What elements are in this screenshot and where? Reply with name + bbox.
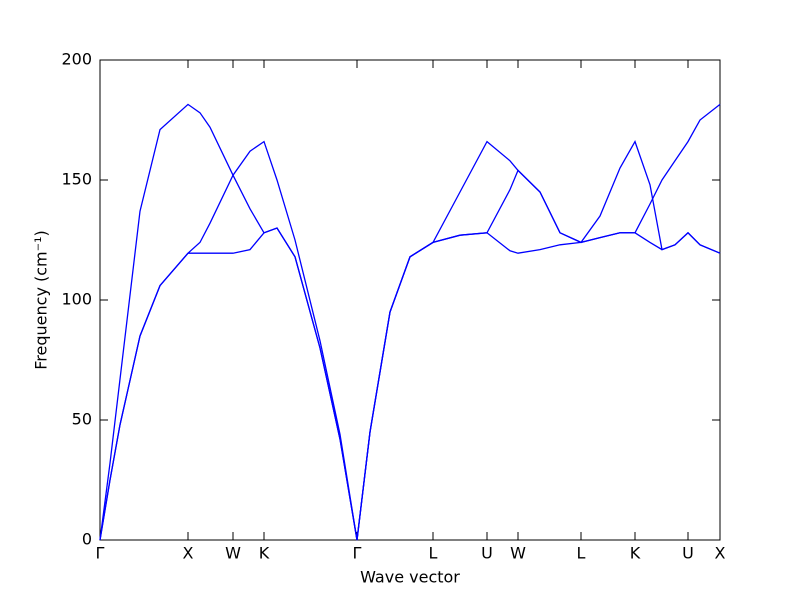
band-line bbox=[99, 103, 721, 541]
y-tick-label: 150 bbox=[61, 170, 92, 189]
band-line bbox=[99, 227, 721, 541]
y-tick-label: 200 bbox=[61, 50, 92, 69]
x-tick-label: L bbox=[577, 544, 586, 563]
x-tick-label: L bbox=[429, 544, 438, 563]
y-tick-label: 100 bbox=[61, 290, 92, 309]
y-axis-label: Frequency (cm⁻¹) bbox=[32, 230, 51, 369]
x-tick-label: Γ bbox=[96, 544, 105, 563]
x-tick-label: U bbox=[682, 544, 694, 563]
x-tick-label: K bbox=[630, 544, 641, 563]
plot-frame bbox=[99, 59, 721, 541]
x-tick-label: X bbox=[715, 544, 726, 563]
x-tick-label: Γ bbox=[353, 544, 362, 563]
x-tick-label: W bbox=[225, 544, 241, 563]
x-tick-label: W bbox=[510, 544, 526, 563]
x-tick-label: X bbox=[183, 544, 194, 563]
y-tick-label: 0 bbox=[82, 530, 92, 549]
band-line bbox=[99, 103, 721, 541]
x-tick-label: K bbox=[259, 544, 270, 563]
x-axis-label: Wave vector bbox=[360, 568, 460, 587]
x-tick-label: U bbox=[481, 544, 493, 563]
y-tick-label: 50 bbox=[72, 410, 92, 429]
